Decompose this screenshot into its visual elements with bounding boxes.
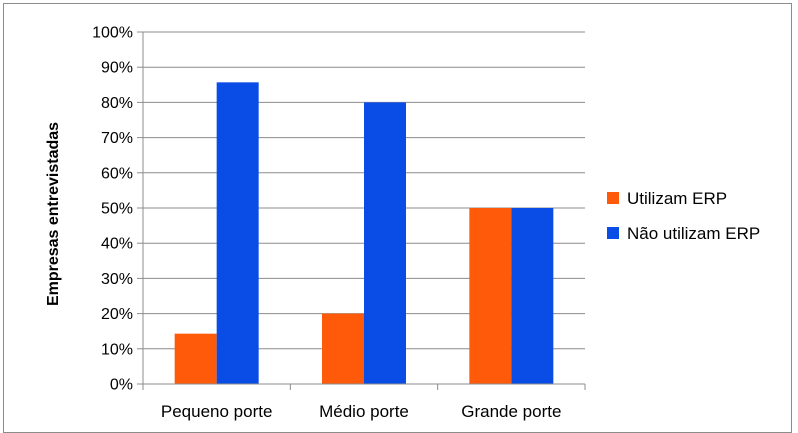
bar-utilizam-erp-1 <box>322 313 364 384</box>
y-tick-label: 80% <box>101 95 133 112</box>
y-tick-label: 90% <box>101 60 133 77</box>
y-tick-label: 50% <box>101 201 133 218</box>
bar-utilizam-erp-2 <box>469 208 512 384</box>
bar-utilizam-erp-0 <box>174 333 217 384</box>
y-tick-label: 100% <box>92 25 133 42</box>
legend-swatch <box>607 192 619 204</box>
x-category-label: Pequeno porte <box>161 402 273 421</box>
y-tick-label: 0% <box>110 377 133 394</box>
y-tick-label: 40% <box>101 236 133 253</box>
bar-n-o-utilizam-erp-0 <box>216 82 259 384</box>
x-category-label: Médio porte <box>319 402 409 421</box>
axes <box>137 31 586 390</box>
y-tick-label: 20% <box>101 306 133 323</box>
bars <box>174 82 554 385</box>
legend: Utilizam ERP Não utilizam ERP <box>607 189 760 243</box>
y-tick-label: 70% <box>101 130 133 147</box>
labels: 0% 10% 20% 30% 40% 50% 60% 70% 80% 90% 100% Pequeno… <box>92 25 561 422</box>
y-tick-label: 30% <box>101 271 133 288</box>
x-category-label: Grande porte <box>461 402 561 421</box>
y-axis-title: Empresas entrevistadas <box>45 122 62 306</box>
bar-n-o-utilizam-erp-1 <box>364 102 406 385</box>
bar-n-o-utilizam-erp-2 <box>511 208 554 384</box>
legend-swatch <box>607 227 619 239</box>
legend-label: Utilizam ERP <box>627 189 727 208</box>
legend-label: Não utilizam ERP <box>627 224 760 243</box>
y-tick-label: 60% <box>101 165 133 182</box>
y-tick-label: 10% <box>101 341 133 358</box>
